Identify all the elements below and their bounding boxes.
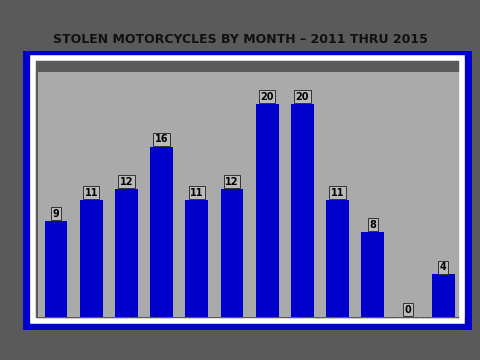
Bar bbox=[45, 221, 67, 317]
Bar bbox=[80, 200, 103, 317]
Text: 9: 9 bbox=[53, 209, 60, 219]
Text: 12: 12 bbox=[225, 177, 239, 187]
Bar bbox=[326, 200, 349, 317]
Text: 8: 8 bbox=[370, 220, 376, 230]
Text: 20: 20 bbox=[296, 92, 309, 102]
Text: 20: 20 bbox=[261, 92, 274, 102]
Bar bbox=[291, 104, 314, 317]
Bar bbox=[220, 189, 243, 317]
Text: 11: 11 bbox=[331, 188, 344, 198]
Text: STOLEN MOTORCYCLES BY MONTH – 2011 THRU 2015: STOLEN MOTORCYCLES BY MONTH – 2011 THRU … bbox=[53, 33, 427, 46]
Bar bbox=[361, 231, 384, 317]
Bar bbox=[256, 104, 278, 317]
Bar bbox=[432, 274, 455, 317]
Text: 11: 11 bbox=[190, 188, 204, 198]
Bar bbox=[115, 189, 138, 317]
Bar bbox=[150, 147, 173, 317]
Text: 11: 11 bbox=[84, 188, 98, 198]
Text: 16: 16 bbox=[155, 134, 168, 144]
Bar bbox=[185, 200, 208, 317]
Text: 0: 0 bbox=[405, 305, 411, 315]
Text: 4: 4 bbox=[440, 262, 446, 272]
Text: 12: 12 bbox=[120, 177, 133, 187]
